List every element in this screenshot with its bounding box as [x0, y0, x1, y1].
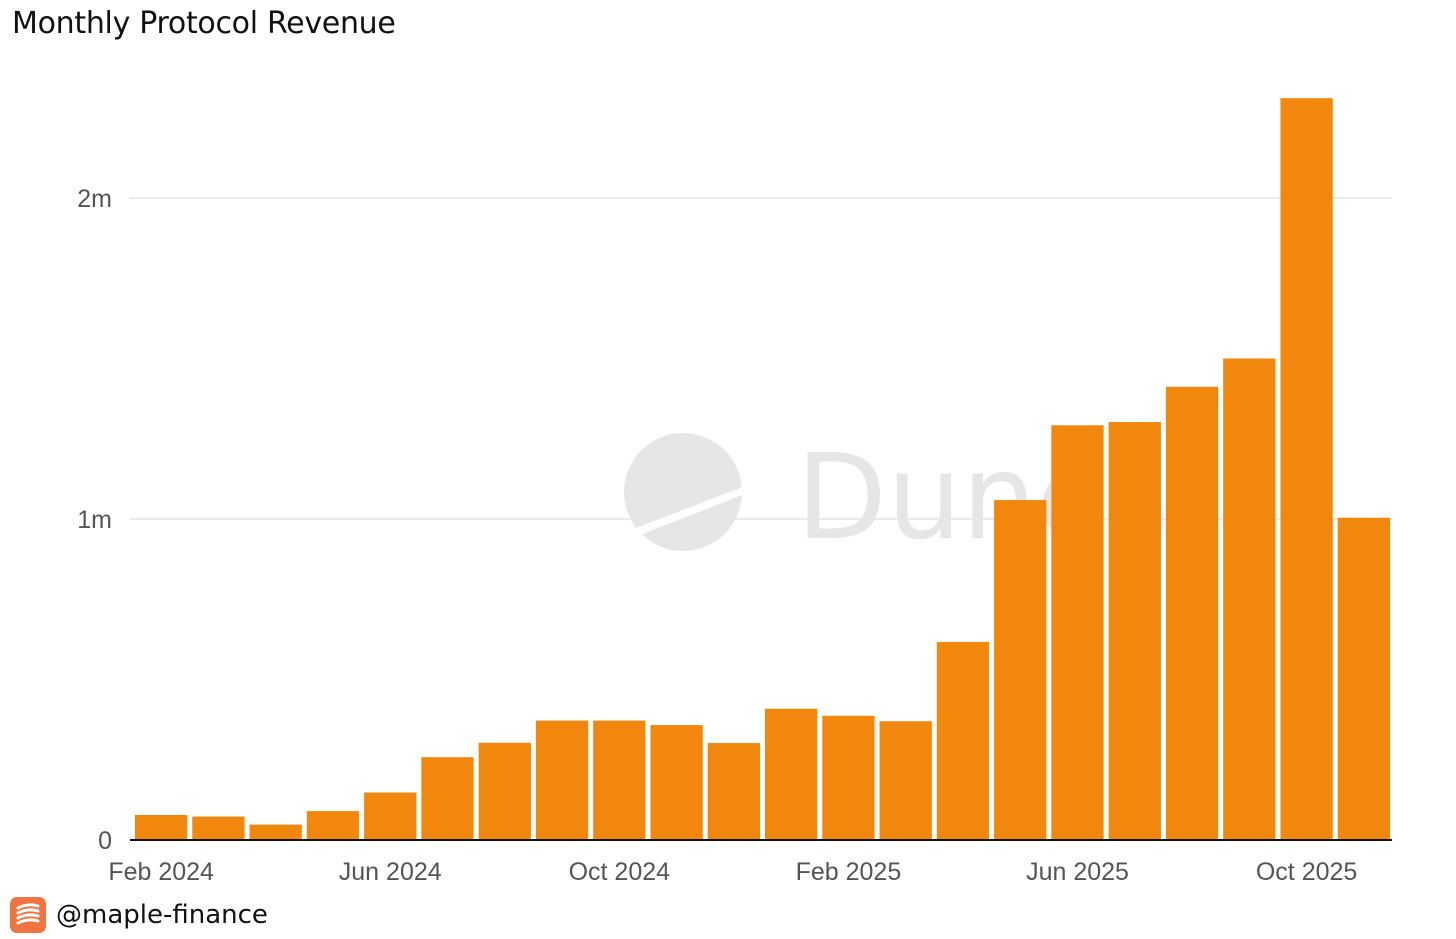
bar-jun-2024[interactable] [364, 792, 417, 840]
footer: @maple-finance [10, 896, 268, 934]
page-title: Monthly Protocol Revenue [12, 6, 396, 41]
dune-logo-icon [624, 433, 750, 551]
bar-nov-2024[interactable] [650, 725, 703, 840]
y-tick-label: 1m [77, 506, 112, 534]
bar-jan-2025[interactable] [765, 708, 818, 840]
dune-badge-icon [10, 897, 46, 933]
y-tick-label: 2m [77, 185, 112, 213]
bar-apr-2024[interactable] [249, 824, 302, 840]
bar-feb-2024[interactable] [135, 814, 188, 840]
bar-may-2024[interactable] [306, 811, 360, 840]
x-tick-label: Jun 2024 [339, 858, 442, 886]
bar-aug-2024[interactable] [478, 742, 531, 840]
bar-may-2025[interactable] [994, 500, 1047, 840]
y-tick-label: 0 [98, 827, 112, 855]
bar-nov-2025[interactable] [1337, 517, 1390, 840]
x-tick-label: Jun 2025 [1026, 858, 1129, 886]
bar-jun-2025[interactable] [1051, 425, 1104, 840]
bar-jul-2025[interactable] [1108, 422, 1161, 840]
bar-sep-2025[interactable] [1223, 358, 1276, 841]
author-handle[interactable]: @maple-finance [56, 900, 268, 930]
x-tick-label: Oct 2024 [569, 858, 671, 886]
bar-aug-2025[interactable] [1165, 386, 1219, 840]
bar-jul-2024[interactable] [421, 757, 474, 840]
bar-oct-2025[interactable] [1280, 98, 1333, 840]
x-tick-label: Feb 2024 [108, 858, 214, 886]
bar-oct-2024[interactable] [593, 720, 646, 840]
bar-dec-2024[interactable] [707, 743, 760, 840]
bar-sep-2024[interactable] [535, 720, 589, 840]
bar-apr-2025[interactable] [936, 641, 990, 840]
x-tick-label: Oct 2025 [1256, 858, 1357, 886]
bar-feb-2025[interactable] [822, 715, 875, 840]
bar-mar-2024[interactable] [192, 816, 245, 840]
bar-mar-2025[interactable] [879, 721, 932, 840]
x-tick-label: Feb 2025 [796, 858, 902, 886]
